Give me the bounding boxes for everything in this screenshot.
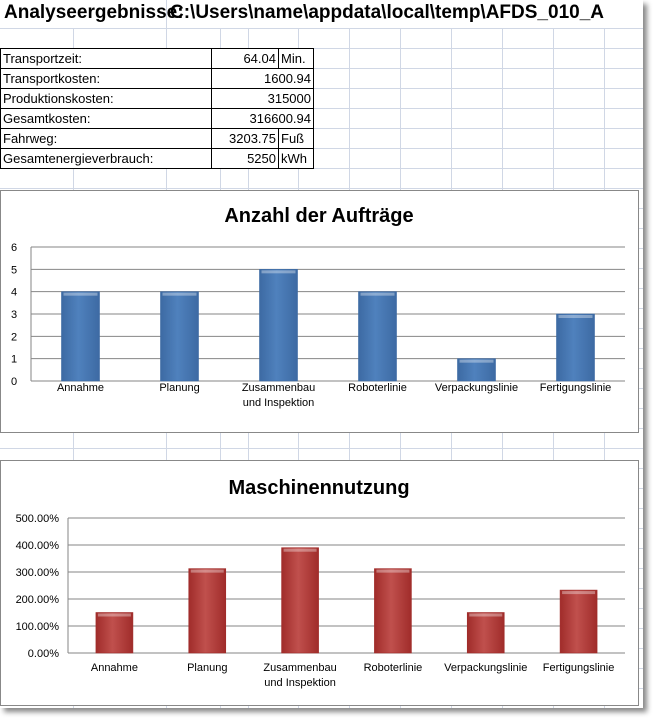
x-tick-label: Verpackungslinie	[435, 382, 518, 394]
y-tick-label: 4	[11, 287, 17, 299]
bar	[160, 291, 199, 382]
orders-chart: Anzahl der Aufträge 0 1 2 3 4 5 6 Annahme Planung…	[0, 190, 639, 433]
y-tick-label: 5	[11, 264, 17, 276]
y-tick-label: 400.00%	[16, 540, 60, 552]
bar	[457, 358, 496, 382]
x-tick-label: und Inspektion	[243, 397, 315, 409]
result-value[interactable]: 5250	[211, 148, 279, 169]
x-tick-label: Roboterlinie	[348, 382, 407, 394]
x-tick-label: Roboterlinie	[364, 662, 423, 674]
bar	[374, 568, 412, 654]
spreadsheet: Analyseergebnisse: C:\Users\name\appdata…	[0, 0, 643, 708]
result-label[interactable]: Gesamtkosten:	[0, 108, 212, 129]
chart-title: Maschinennutzung	[228, 477, 409, 499]
bar-highlight	[261, 270, 296, 274]
x-tick-label: und Inspektion	[264, 677, 336, 689]
bar	[188, 568, 227, 654]
result-label[interactable]: Fahrweg:	[0, 128, 212, 149]
y-tick-label: 6	[11, 242, 17, 254]
result-row: Gesamtkosten: 316600.94	[0, 108, 314, 129]
y-tick-label: 2	[11, 331, 17, 343]
bar	[61, 291, 100, 382]
result-label[interactable]: Gesamtenergieverbrauch:	[0, 148, 212, 169]
y-tick-label: 200.00%	[16, 594, 60, 606]
results-table: Transportzeit: 64.04 Min. Transportkosten: 1…	[0, 48, 314, 169]
result-label[interactable]: Produktionskosten:	[0, 88, 212, 109]
x-tick-label: Annahme	[57, 382, 104, 394]
result-row: Transportzeit: 64.04 Min.	[0, 48, 314, 69]
x-tick-label: Planung	[187, 662, 227, 674]
result-unit[interactable]: kWh	[278, 148, 314, 169]
y-tick-label: 0	[11, 376, 17, 388]
result-value[interactable]: 315000	[211, 88, 314, 109]
y-tick-label: 3	[11, 309, 17, 321]
bar	[358, 291, 397, 382]
x-tick-label: Annahme	[91, 662, 138, 674]
machine-usage-chart: Maschinennutzung 0.00% 100.00% 200.00% 300.0…	[0, 460, 639, 706]
result-label[interactable]: Transportzeit:	[0, 48, 212, 69]
x-tick-label: Fertigungslinie	[540, 382, 612, 394]
bar-highlight	[558, 315, 593, 318]
result-value[interactable]: 1600.94	[211, 68, 314, 89]
chart-title: Anzahl der Aufträge	[224, 205, 413, 227]
x-tick-label: Fertigungslinie	[543, 662, 615, 674]
result-value[interactable]: 64.04	[211, 48, 279, 69]
result-row: Gesamtenergieverbrauch: 5250 kWh	[0, 148, 314, 169]
bar	[556, 313, 595, 382]
bar-highlight	[469, 613, 503, 617]
bar-highlight	[63, 292, 98, 296]
bar-highlight	[162, 292, 197, 296]
bar	[95, 612, 134, 654]
y-tick-label: 0.00%	[28, 648, 59, 660]
y-tick-label: 100.00%	[16, 621, 60, 633]
result-value[interactable]: 3203.75	[211, 128, 279, 149]
result-value[interactable]: 316600.94	[211, 108, 314, 129]
bar-highlight	[376, 569, 410, 573]
bar	[466, 612, 505, 654]
result-row: Transportkosten: 1600.94	[0, 68, 314, 89]
y-tick-label: 300.00%	[16, 567, 60, 579]
x-tick-label: Zusammenbau	[242, 382, 315, 394]
result-unit[interactable]: Min.	[278, 48, 314, 69]
bar-highlight	[562, 591, 596, 595]
x-tick-label: Zusammenbau	[263, 662, 336, 674]
bar	[259, 269, 298, 382]
bar-highlight	[97, 613, 131, 617]
bar-highlight	[283, 548, 317, 552]
x-tick-label: Verpackungslinie	[444, 662, 527, 674]
result-row: Produktionskosten: 315000	[0, 88, 314, 109]
bar-highlight	[459, 359, 494, 363]
y-tick-label: 500.00%	[16, 513, 60, 525]
result-label[interactable]: Transportkosten:	[0, 68, 212, 89]
result-unit[interactable]: Fuß	[278, 128, 314, 149]
file-path: C:\Users\name\appdata\local\temp\AFDS_01…	[170, 2, 604, 23]
bar	[281, 547, 319, 654]
sheet-title: Analyseergebnisse:	[4, 2, 184, 23]
y-tick-label: 1	[11, 354, 17, 366]
bar-highlight	[360, 292, 395, 296]
x-tick-label: Planung	[159, 382, 199, 394]
result-row: Fahrweg: 3203.75 Fuß	[0, 128, 314, 149]
bar-highlight	[190, 569, 224, 573]
bar	[559, 589, 598, 654]
